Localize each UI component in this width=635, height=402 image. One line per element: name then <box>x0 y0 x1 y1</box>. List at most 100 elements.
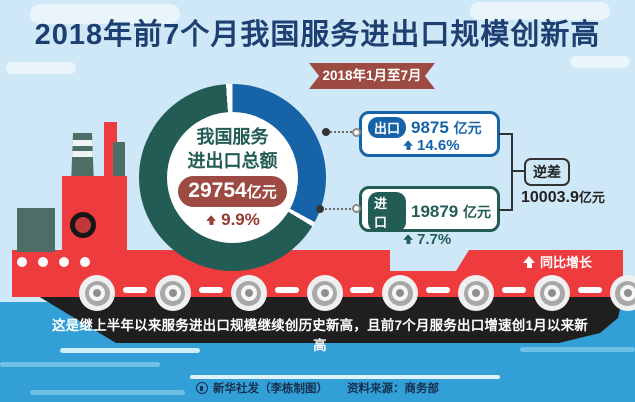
footer: 新华社发（李栋制图） 资料来源：商务部 <box>0 380 635 396</box>
wheel-ring <box>236 280 262 306</box>
leader-ring-export <box>352 128 361 137</box>
ship-funnel-small <box>113 142 125 178</box>
donut-center-line2: 进出口总额 <box>187 151 278 171</box>
total-unit: 亿元 <box>246 184 277 201</box>
funnel-stripe <box>70 151 95 157</box>
bracket-line <box>499 209 513 211</box>
wheel-icon <box>154 275 191 311</box>
total-value-pill: 29754亿元 <box>178 176 287 207</box>
wheel-ring <box>544 285 561 301</box>
leader-line-import <box>325 208 359 210</box>
wheel-icon <box>534 275 571 311</box>
wheel-ring <box>240 285 257 301</box>
yoy-legend: 同比增长 <box>523 252 592 271</box>
yoy-legend-label: 同比增长 <box>540 255 593 270</box>
summary-banner: 这是继上半年以来服务进出口规模继续创历史新高，且前7个月服务出口增速创1月以来新… <box>51 318 588 353</box>
wheel-icon <box>458 275 495 311</box>
wheel-ring <box>615 280 635 306</box>
track-dash <box>198 287 223 293</box>
export-growth-value: 14.6% <box>417 137 460 154</box>
wheel-ring <box>387 280 413 306</box>
import-tag: 进口 <box>368 192 406 232</box>
track-dash <box>426 287 451 293</box>
wheel-icon <box>306 275 343 311</box>
import-card: 进口 19879 亿元 7.7% <box>359 186 500 248</box>
export-unit: 亿元 <box>453 119 482 136</box>
track-dash <box>578 287 603 293</box>
wheel-ring <box>392 285 409 301</box>
track-dash <box>122 287 147 293</box>
water-streak <box>30 390 185 395</box>
ship-cabin <box>62 176 127 252</box>
wheel-icon <box>79 275 115 311</box>
track-dash <box>502 287 527 293</box>
cloud-shape <box>570 56 630 68</box>
export-growth: 14.6% <box>402 137 491 154</box>
cloud-shape <box>6 62 76 74</box>
period-ribbon: 2018年1月至7月 <box>309 63 435 89</box>
cloud-shape <box>470 2 610 20</box>
deck-dot <box>17 257 27 267</box>
up-arrow-icon <box>523 255 535 268</box>
wheel-ring <box>539 280 565 306</box>
wheel-ring <box>619 285 635 301</box>
porthole-icon <box>70 212 96 238</box>
wheel-ring <box>244 289 253 297</box>
wheel-ring <box>463 280 489 306</box>
funnel-stripe <box>70 140 95 146</box>
leader-dot-import <box>316 205 324 213</box>
export-card: 出口 9875 亿元 14.6% <box>359 111 500 157</box>
water-streak <box>190 375 500 379</box>
xinhua-logo-icon <box>196 382 208 394</box>
wheel-ring <box>160 280 186 306</box>
wheel-ring <box>623 289 632 297</box>
wheel-ring <box>89 285 105 301</box>
leader-dot-export <box>322 128 330 136</box>
import-value: 19879 亿元 <box>411 202 491 222</box>
import-unit: 亿元 <box>463 204 491 220</box>
wheel-icon <box>230 275 267 311</box>
water-streak <box>60 348 200 353</box>
wheel-ring <box>84 280 110 306</box>
donut-center-line1: 我国服务 <box>196 127 269 147</box>
deficit-badge: 逆差 <box>524 158 570 186</box>
deficit-unit: 亿元 <box>578 190 605 205</box>
wheel-ring <box>468 285 485 301</box>
ship-cargo-block <box>17 208 55 252</box>
period-ribbon-label: 2018年1月至7月 <box>322 68 422 83</box>
up-arrow-icon <box>206 214 217 225</box>
total-value: 29754 <box>188 179 247 202</box>
water-streak <box>0 362 160 367</box>
export-value: 9875 亿元 <box>411 118 482 138</box>
wheel-icon <box>609 275 635 311</box>
page-title: 2018年前7个月我国服务进出口规模创新高 <box>34 19 601 51</box>
import-amount: 19879 <box>410 202 459 221</box>
wheel-icon <box>382 275 419 311</box>
deck-dot <box>80 257 90 267</box>
deck-dot <box>38 257 48 267</box>
wheel-ring <box>320 289 329 297</box>
footer-source: 资料来源：商务部 <box>347 383 439 395</box>
wheel-ring <box>93 289 101 297</box>
total-growth-value: 9.9% <box>221 210 260 229</box>
footer-credit: 新华社发（李栋制图） <box>213 383 328 395</box>
deck-dot <box>59 257 69 267</box>
up-arrow-icon <box>403 140 413 150</box>
import-growth: 7.7% <box>402 231 491 248</box>
bracket-line <box>513 170 524 172</box>
cloud-shape <box>30 4 180 24</box>
wheel-ring <box>472 289 481 297</box>
wheel-ring <box>164 285 181 301</box>
export-amount: 9875 <box>411 117 449 137</box>
wheel-ring <box>548 289 557 297</box>
bracket-line <box>499 133 513 135</box>
import-growth-value: 7.7% <box>417 231 452 248</box>
bracket-line <box>511 133 513 211</box>
donut-center: 我国服务 进出口总额 29754亿元 9.9% <box>167 112 298 243</box>
leader-ring-import <box>352 204 361 213</box>
leader-line-export <box>330 131 360 133</box>
deficit-value: 10003.9亿元 <box>521 187 605 207</box>
track-dash <box>350 287 375 293</box>
